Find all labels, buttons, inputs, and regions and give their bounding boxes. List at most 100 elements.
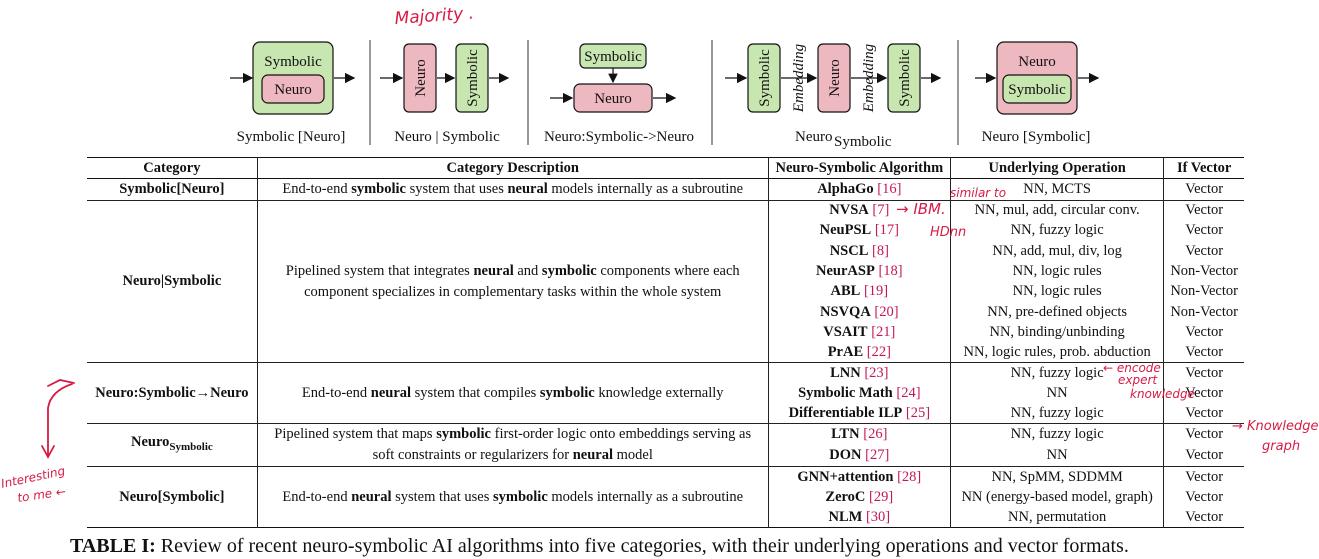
vector-cell: Vector	[1163, 403, 1244, 424]
table-body: Symbolic[Neuro] End-to-end symbolic syste…	[87, 178, 1244, 528]
description-text: and	[513, 262, 542, 279]
table-row: NSCL [8] NN, add, mul, div, log Vector	[87, 241, 1244, 262]
category-diagrams: Symbolic Neuro Symbolic [Neuro] Neuro Sy…	[230, 40, 1100, 150]
table-row: ZeroC [29] NN (energy-based model, graph)…	[87, 487, 1244, 508]
description-text: knowledge externally	[594, 384, 724, 401]
algorithm-name: NeuPSL	[819, 222, 872, 239]
description-keyword: symbolic	[351, 181, 406, 197]
algorithm-name: Differentiable ILP	[788, 404, 903, 421]
citation-link[interactable]: [23]	[864, 364, 889, 381]
table-row: NeuroSymbolic Pipelined system that maps …	[87, 423, 1244, 467]
algorithm-name: ZeroC	[825, 488, 866, 505]
operation-cell: NN	[949, 445, 1165, 467]
description-cell: Pipelined system that maps symbolic firs…	[256, 423, 769, 467]
category-subscript: Symbolic	[169, 441, 213, 454]
diagram4-block1-label: Symbolic	[757, 49, 773, 107]
operation-cell: NN, pre-defined objects	[949, 301, 1165, 323]
algorithm-name: NeurASP	[816, 263, 875, 280]
description-keyword: neural	[507, 181, 548, 197]
vector-cell: Non-Vector	[1163, 281, 1244, 302]
table-row: DON [27] NN Vector	[87, 445, 1244, 467]
citation-link[interactable]: [22]	[866, 343, 891, 360]
vector-cell: Vector	[1163, 200, 1244, 221]
citation-link[interactable]: [29]	[869, 488, 894, 505]
diagram-neuro-sub-symbolic: Symbolic Embedding Neuro Embedding Symbo…	[725, 43, 942, 150]
citation-link[interactable]: [17]	[874, 222, 899, 239]
category-cell: NeuroSymbolic	[87, 423, 258, 467]
caption-text: Review of recent neuro-symbolic AI algor…	[155, 535, 1129, 557]
algorithm-cell: GNN+attention [28]	[767, 466, 951, 490]
algorithm-name: NSCL	[829, 242, 869, 259]
diagram3-caption: Neuro:Symbolic->Neuro	[544, 129, 694, 145]
note-knowledge-graph-2: graph	[1262, 439, 1300, 454]
table-header-row: Category Category Description Neuro-Symb…	[87, 157, 1244, 179]
description-keyword: neural	[473, 262, 514, 279]
diagram1-outer-label: Symbolic	[264, 54, 322, 70]
citation-link[interactable]: [24]	[896, 384, 921, 401]
citation-link[interactable]: [16]	[877, 181, 902, 197]
note-arrows	[41, 379, 75, 459]
review-table: Category Category Description Neuro-Symb…	[87, 157, 1244, 528]
header-algorithm: Neuro-Symbolic Algorithm	[767, 157, 951, 179]
operation-cell: NN, mul, add, circular conv.	[949, 200, 1165, 221]
operation-cell: NN, logic rules, prob. abduction	[949, 342, 1165, 363]
algorithm-name: AlphaGo	[817, 181, 874, 197]
diagram-neuro-symbolic-neuro: Symbolic Neuro Neuro:Symbolic->Neuro	[544, 43, 694, 145]
algorithm-name: Symbolic Math	[798, 384, 893, 401]
operation-cell: NN, fuzzy logic	[949, 423, 1165, 446]
table-caption: TABLE I: Review of recent neuro-symbolic…	[70, 535, 1129, 558]
table-row: PrAE [22] NN, logic rules, prob. abductio…	[87, 342, 1244, 363]
citation-link[interactable]: [28]	[897, 468, 922, 485]
table-row: NeuPSL [17] NN, fuzzy logic Vector	[87, 220, 1244, 242]
citation-link[interactable]: [21]	[871, 323, 896, 340]
citation-link[interactable]: [7]	[872, 202, 890, 219]
table-row: Differentiable ILP [25] NN, fuzzy logic Ve…	[87, 403, 1244, 424]
algorithm-cell: ZeroC [29]	[767, 487, 951, 508]
operation-cell: NN, logic rules	[949, 261, 1165, 282]
algorithm-cell: NeuPSL [17]	[767, 220, 951, 242]
diagram2-caption: Neuro | Symbolic	[394, 129, 500, 145]
algorithm-cell: DON [27]	[767, 445, 951, 467]
algorithm-cell: NSVQA [20]	[767, 301, 951, 323]
diagram-row: Symbolic Neuro Symbolic [Neuro] Neuro Sy…	[0, 0, 1319, 158]
citation-link[interactable]: [18]	[878, 263, 903, 280]
citation-link[interactable]: [8]	[872, 242, 889, 259]
operation-cell: NN, fuzzy logic	[949, 220, 1165, 242]
table-row: Neuro[Symbolic] End-to-end neural system …	[87, 466, 1244, 528]
description-cell: End-to-end symbolic system that uses neu…	[256, 178, 769, 201]
operation-cell: NN, MCTS	[949, 178, 1165, 201]
vector-cell: Non-Vector	[1163, 301, 1244, 323]
diagram4-block3-label: Symbolic	[897, 49, 913, 107]
operation-cell: NN, binding/unbinding	[949, 322, 1165, 343]
algorithm-cell: NeurASP [18]	[767, 261, 951, 282]
algorithm-name: NSVQA	[820, 303, 871, 320]
citation-link[interactable]: [30]	[865, 508, 891, 525]
vector-cell: Vector	[1163, 342, 1244, 363]
citation-link[interactable]: [20]	[874, 303, 899, 320]
description-text: model	[612, 447, 653, 464]
description-text: End-to-end	[301, 384, 371, 401]
operation-cell: NN, fuzzy logic	[949, 403, 1165, 424]
description-cell: Pipelined system that integrates neural …	[256, 200, 769, 363]
description-keyword: neural	[370, 384, 412, 401]
table-row: Symbolic Math [24] NN Vector	[87, 383, 1244, 404]
algorithm-cell: NLM [30]	[767, 507, 951, 528]
vector-cell: Vector	[1163, 362, 1244, 384]
header-operation: Underlying Operation	[949, 157, 1165, 179]
operation-cell: NN (energy-based model, graph)	[949, 487, 1165, 508]
category-cell: Symbolic[Neuro]	[87, 178, 258, 201]
algorithm-name: GNN+attention	[797, 468, 894, 485]
algorithm-name: ABL	[830, 283, 861, 300]
vector-cell: Vector	[1163, 241, 1244, 262]
description-cell: End-to-end neural system that compiles s…	[256, 362, 769, 424]
citation-link[interactable]: [25]	[905, 404, 931, 421]
vector-cell: Vector	[1163, 487, 1244, 508]
citation-link[interactable]: [19]	[863, 283, 889, 300]
algorithm-cell: NSCL [8]	[767, 241, 951, 262]
citation-link[interactable]: [26]	[863, 426, 888, 443]
algorithm-name: NLM	[828, 508, 863, 525]
citation-link[interactable]: [27]	[865, 447, 890, 464]
diagram4-block2-label: Neuro	[827, 59, 843, 97]
algorithm-name: LNN	[830, 364, 861, 381]
vector-cell: Non-Vector	[1163, 261, 1244, 282]
